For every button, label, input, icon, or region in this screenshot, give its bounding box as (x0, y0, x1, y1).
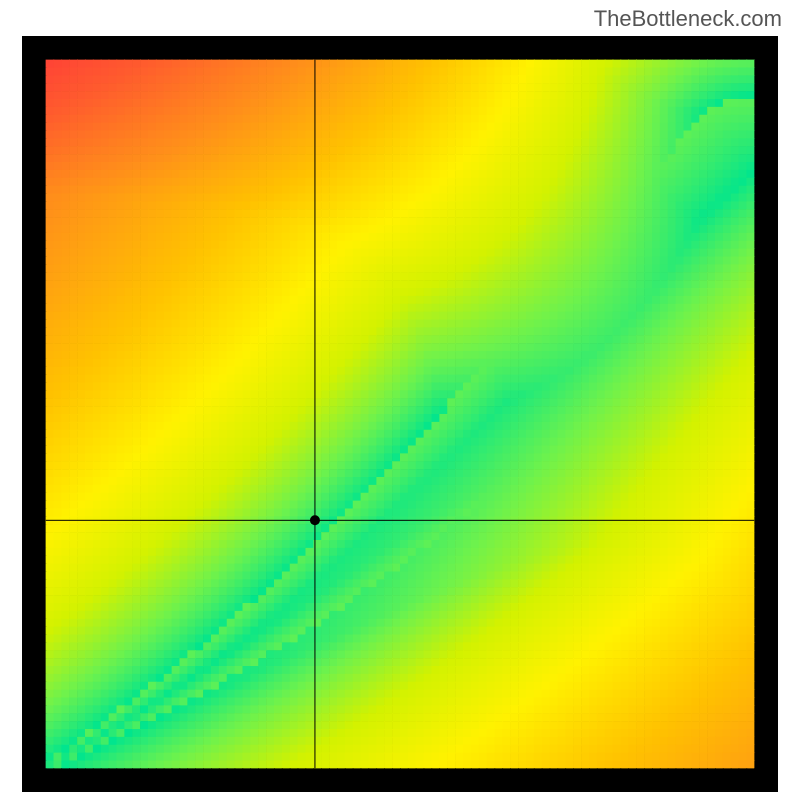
plot-frame (22, 36, 778, 792)
heatmap-canvas (22, 36, 778, 792)
chart-container: TheBottleneck.com (0, 0, 800, 800)
watermark-text: TheBottleneck.com (594, 6, 782, 32)
